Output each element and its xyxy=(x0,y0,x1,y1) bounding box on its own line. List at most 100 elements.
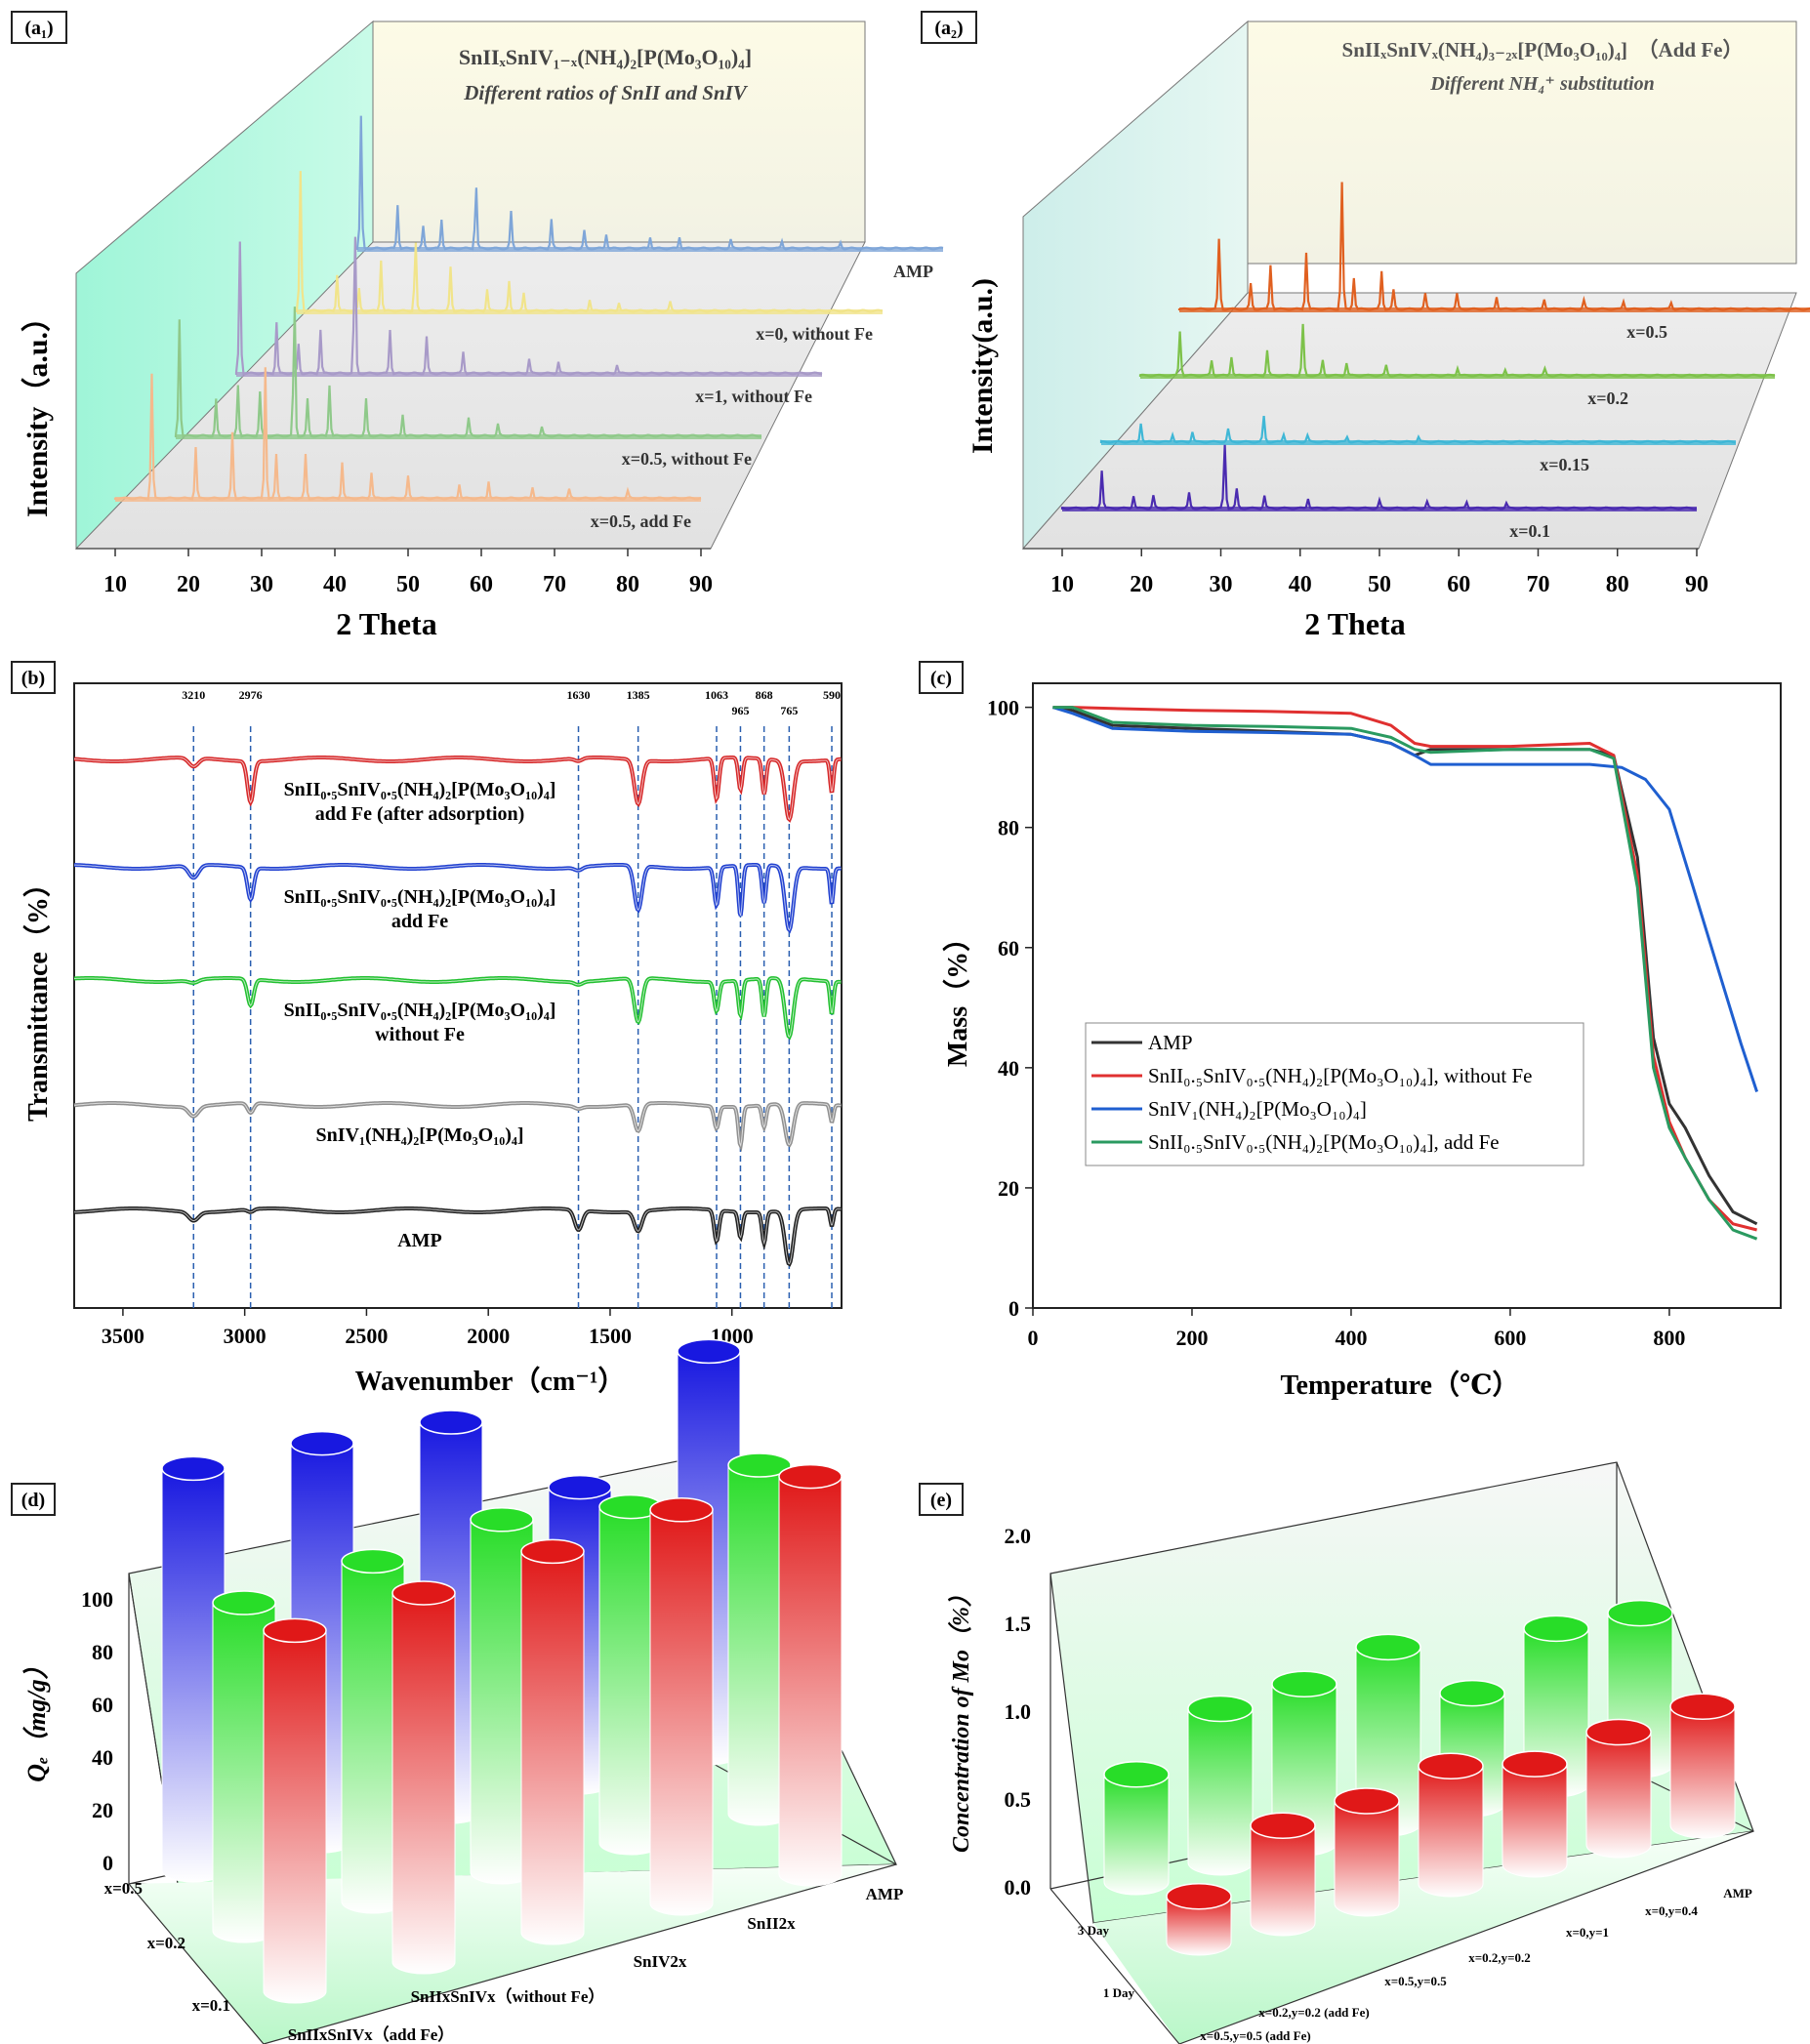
e-category-label-5: x=0,y=0.4 xyxy=(1645,1903,1698,1918)
e-bar-s0-c5 xyxy=(1585,1718,1652,1859)
b-refline-label-2: 1630 xyxy=(567,688,591,702)
c-ytick-label-3: 60 xyxy=(998,936,1019,961)
c-xtick-label-2: 400 xyxy=(1335,1326,1367,1350)
d-y-axis-label: Qₑ（mg/g） xyxy=(22,1654,51,1781)
d-category-label-1: SnIIxSnIVx（without Fe） xyxy=(411,1986,605,2006)
b-refline-label-4: 1063 xyxy=(705,688,728,702)
a1-baseline-2 xyxy=(236,372,822,377)
d-bar-s0-c1 xyxy=(391,1580,456,1975)
d-ytick-label-5: 100 xyxy=(81,1587,113,1612)
d-depth-label-1: x=0.2 xyxy=(147,1934,185,1952)
e-panel-tag: (e) xyxy=(930,1490,952,1511)
b-panel-tag: (b) xyxy=(21,668,45,689)
b-refline-label-0: 3210 xyxy=(182,688,205,702)
a1-series-label-2: x=1, without Fe xyxy=(695,387,812,406)
d-category-label-2: SnIV2x xyxy=(634,1952,687,1971)
c-legend-label-2: SnIV₁(NH₄)₂[P(Mo₃O₁₀)₄] xyxy=(1148,1097,1367,1121)
a1-x-axis-label: 2 Theta xyxy=(336,606,436,641)
a1-series-label-3: x=0.5, without Fe xyxy=(622,449,752,469)
c-ytick-label-2: 40 xyxy=(998,1056,1019,1081)
e-ytick-label-2: 1.0 xyxy=(1005,1699,1032,1724)
a1-xtick-label-5: 60 xyxy=(470,572,493,597)
e-category-label-6: AMP xyxy=(1723,1886,1752,1901)
d-bar-s0-c2 xyxy=(520,1538,585,1945)
a1-baseline-0 xyxy=(357,247,943,252)
a2-xtick-label-4: 50 xyxy=(1368,572,1391,597)
c-plot-frame xyxy=(1032,682,1782,1309)
panel-a1: AMP x=0, without Fe x=1, without Fe x=0.5, … xyxy=(11,11,944,641)
d-ytick-label-3: 60 xyxy=(92,1693,113,1717)
c-panel-tag: (c) xyxy=(930,668,952,689)
c-xtick-label-1: 200 xyxy=(1175,1326,1208,1350)
a1-series-label-0: AMP xyxy=(893,262,933,281)
a1-xtick-label-7: 80 xyxy=(616,572,639,597)
a1-series-label-1: x=0, without Fe xyxy=(756,324,873,344)
a2-xtick-label-8: 90 xyxy=(1685,572,1708,597)
d-depth-label-0: x=0.1 xyxy=(192,1996,230,2015)
c-y-axis-label: Mass（%） xyxy=(941,924,973,1067)
e-category-label-2: x=0.5,y=0.5 xyxy=(1384,1974,1447,1988)
c-ytick-label-1: 20 xyxy=(998,1176,1019,1201)
c-trace-3 xyxy=(1052,706,1758,1241)
b-series-sublabel-1: add Fe xyxy=(391,911,448,932)
d-ytick-label-1: 20 xyxy=(92,1798,113,1822)
a2-xtick-label-6: 70 xyxy=(1527,572,1550,597)
a1-xtick-label-6: 70 xyxy=(543,572,566,597)
b-series-label-1: SnII₀.₅SnIV₀.₅(NH₄)₂[P(Mo₃O₁₀)₄] xyxy=(284,886,556,908)
a1-xtick-label-4: 50 xyxy=(396,572,420,597)
d-bar-s1-c0 xyxy=(212,1590,276,1943)
b-plot-frame xyxy=(73,682,843,1309)
d-panel-tag: (d) xyxy=(21,1490,45,1511)
a2-xtick-label-5: 60 xyxy=(1447,572,1470,597)
b-refline-label-8: 590 xyxy=(823,688,841,702)
a1-xtick-label-3: 40 xyxy=(323,572,347,597)
d-depth-label-2: x=0.5 xyxy=(104,1879,143,1898)
a2-xtick-label-7: 80 xyxy=(1606,572,1629,597)
b-refline-label-7: 765 xyxy=(780,704,798,717)
c-legend-label-0: AMP xyxy=(1148,1031,1193,1054)
a2-series-label-2: x=0.15 xyxy=(1540,455,1589,474)
c-ytick-label-0: 0 xyxy=(1008,1296,1019,1321)
b-y-axis-label: Transmittance（%） xyxy=(21,870,54,1122)
panel-e: 0.0 0.5 1.0 1.5 2.0 x=0.5,y=0.5 (add Fe) x=0.… xyxy=(919,1461,1754,2044)
e-category-label-0: x=0.5,y=0.5 (add Fe) xyxy=(1200,2028,1310,2043)
a1-series-label-4: x=0.5, add Fe xyxy=(591,511,691,531)
b-xtick-label-4: 1500 xyxy=(589,1324,632,1348)
panel-c: 0 200 400 600 800 0 20 40 60 80 100 AMP SnII₀.₅SnIV… xyxy=(919,661,1782,1401)
b-xtick-label-0: 3500 xyxy=(102,1324,144,1348)
e-category-label-1: x=0.2,y=0.2 (add Fe) xyxy=(1258,2005,1369,2020)
a1-baseline-1 xyxy=(297,309,883,314)
e-bar-s0-c1 xyxy=(1250,1812,1316,1937)
d-category-label-4: AMP xyxy=(866,1885,904,1903)
d-bar-s0-c4 xyxy=(778,1463,843,1887)
d-ytick-label-4: 80 xyxy=(92,1640,113,1664)
b-xtick-label-3: 2000 xyxy=(467,1324,510,1348)
e-depth-label-1: 3 Day xyxy=(1078,1923,1110,1938)
a1-y-axis-label: Intensity（a.u.） xyxy=(21,303,54,517)
b-series-label-3: SnIV₁(NH₄)₂[P(Mo₃O₁₀)₄] xyxy=(315,1124,523,1146)
a1-xtick-label-2: 30 xyxy=(250,572,273,597)
d-bar-s0-c3 xyxy=(649,1497,714,1916)
a2-baseline-2 xyxy=(1101,440,1736,445)
a1-subtitle: Different ratios of SnII and SnIV xyxy=(463,81,749,104)
b-refline-label-1: 2976 xyxy=(239,688,263,702)
d-bar-s1-c4 xyxy=(727,1452,792,1826)
c-xtick-label-4: 800 xyxy=(1653,1326,1685,1350)
c-xtick-label-3: 600 xyxy=(1494,1326,1526,1350)
e-ytick-label-4: 2.0 xyxy=(1005,1524,1032,1548)
e-category-label-3: x=0.2,y=0.2 xyxy=(1468,1950,1531,1965)
d-bar-s1-c1 xyxy=(341,1548,405,1914)
a2-back-wall xyxy=(1247,20,1797,265)
a2-title: SnIIₓSnIVₓ(NH₄)₃₋₂ₓ[P(Mo₃O₁₀)₄] （Add Fe） xyxy=(1342,38,1744,61)
d-ytick-label-2: 40 xyxy=(92,1745,113,1770)
a2-xtick-label-3: 40 xyxy=(1289,572,1312,597)
b-xtick-label-2: 2500 xyxy=(345,1324,388,1348)
e-bar-s0-c3 xyxy=(1418,1752,1484,1898)
c-xtick-label-0: 0 xyxy=(1028,1326,1039,1350)
b-series-sublabel-2: without Fe xyxy=(375,1024,465,1045)
b-xtick-label-1: 3000 xyxy=(224,1324,267,1348)
b-refline-label-5: 965 xyxy=(731,704,749,717)
a2-baseline-1 xyxy=(1140,374,1775,379)
c-x-axis-label: Temperature（℃） xyxy=(1280,1369,1519,1401)
